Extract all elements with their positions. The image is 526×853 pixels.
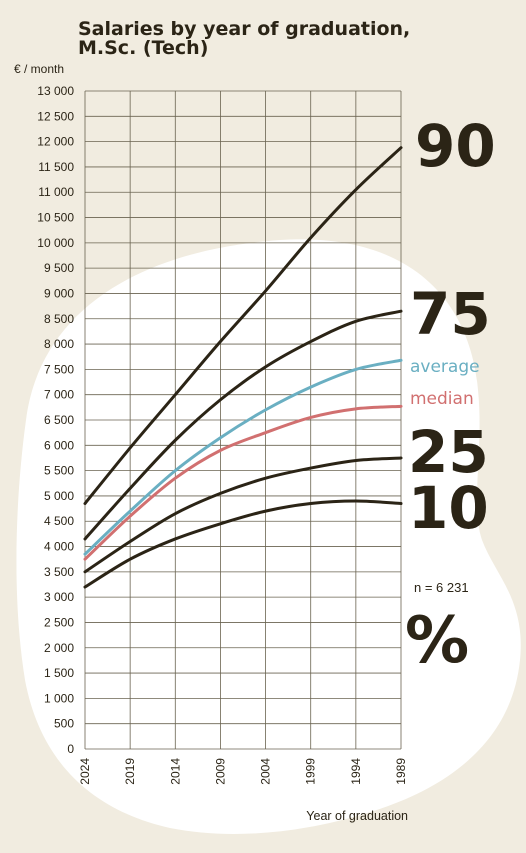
sample-size-note: n = 6 231: [414, 580, 469, 595]
y-tick-labels: 0 500 1 000 1 500 2 000 2 500 3 000 3 500 4 000 4…: [37, 84, 74, 756]
y-tick-label-3500: 3 500: [44, 565, 74, 579]
y-tick-label-500: 500: [54, 717, 74, 731]
x-tick-label-1999: 1999: [304, 758, 318, 785]
series-label-10: 10: [408, 474, 489, 542]
x-tick-label-1989: 1989: [394, 758, 408, 785]
x-tick-labels: 2024 2019 2014 2009 2004 1999 1994 1989: [78, 758, 408, 785]
y-tick-label-12500: 12 500: [37, 109, 74, 123]
chart-title-line-1: Salaries by year of graduation,: [78, 18, 410, 40]
series-label-75: 75: [410, 280, 491, 348]
y-tick-label-2500: 2 500: [44, 615, 74, 629]
y-tick-label-5500: 5 500: [44, 464, 74, 478]
y-tick-label-2000: 2 000: [44, 641, 74, 655]
series-line-average: [83, 358, 403, 556]
series-label-25: 25: [408, 418, 489, 486]
y-tick-label-9500: 9 500: [44, 261, 74, 275]
x-tick-label-2009: 2009: [213, 758, 227, 785]
y-tick-label-8500: 8 500: [44, 312, 74, 326]
series-line-90: [83, 146, 403, 506]
y-tick-label-9000: 9 000: [44, 286, 74, 300]
y-tick-label-11000: 11 000: [38, 185, 74, 199]
y-tick-label-13000: 13 000: [37, 84, 74, 98]
y-tick-label-0: 0: [67, 742, 74, 756]
y-tick-label-7500: 7 500: [44, 362, 74, 376]
background-blob: [16, 239, 521, 834]
y-tick-label-7000: 7 000: [44, 388, 74, 402]
x-axis-label: Year of graduation: [306, 809, 408, 823]
y-tick-label-1500: 1 500: [44, 666, 74, 680]
y-axis-label: € / month: [14, 62, 64, 76]
grid: [84, 90, 402, 750]
x-tick-label-2019: 2019: [123, 758, 137, 785]
series-lines: [83, 146, 403, 589]
y-tick-label-10500: 10 500: [37, 211, 74, 225]
x-tick-label-1994: 1994: [349, 758, 363, 785]
y-tick-label-10000: 10 000: [37, 236, 74, 250]
x-tick-label-2014: 2014: [168, 758, 182, 785]
x-tick-label-2004: 2004: [259, 758, 273, 785]
y-tick-label-8000: 8 000: [44, 337, 74, 351]
y-tick-label-4500: 4 500: [44, 514, 74, 528]
y-tick-label-1000: 1 000: [44, 691, 74, 705]
series-line-75: [83, 309, 403, 541]
chart-title-line-2: M.Sc. (Tech): [78, 37, 208, 59]
y-tick-label-5000: 5 000: [44, 489, 74, 503]
series-label-average: average: [410, 357, 480, 377]
series-line-10: [83, 499, 403, 589]
series-label-90: 90: [415, 112, 496, 180]
y-tick-label-6500: 6 500: [44, 413, 74, 427]
percent-sign: %: [405, 604, 469, 678]
series-label-median: median: [410, 389, 474, 409]
series-line-25: [83, 456, 403, 574]
y-tick-label-4000: 4 000: [44, 540, 74, 554]
y-tick-label-11500: 11 500: [38, 160, 74, 174]
y-tick-label-3000: 3 000: [44, 590, 74, 604]
series-line-median: [83, 404, 403, 561]
y-tick-label-12000: 12 000: [37, 135, 74, 149]
x-tick-label-2024: 2024: [78, 758, 92, 785]
y-tick-label-6000: 6 000: [44, 438, 74, 452]
